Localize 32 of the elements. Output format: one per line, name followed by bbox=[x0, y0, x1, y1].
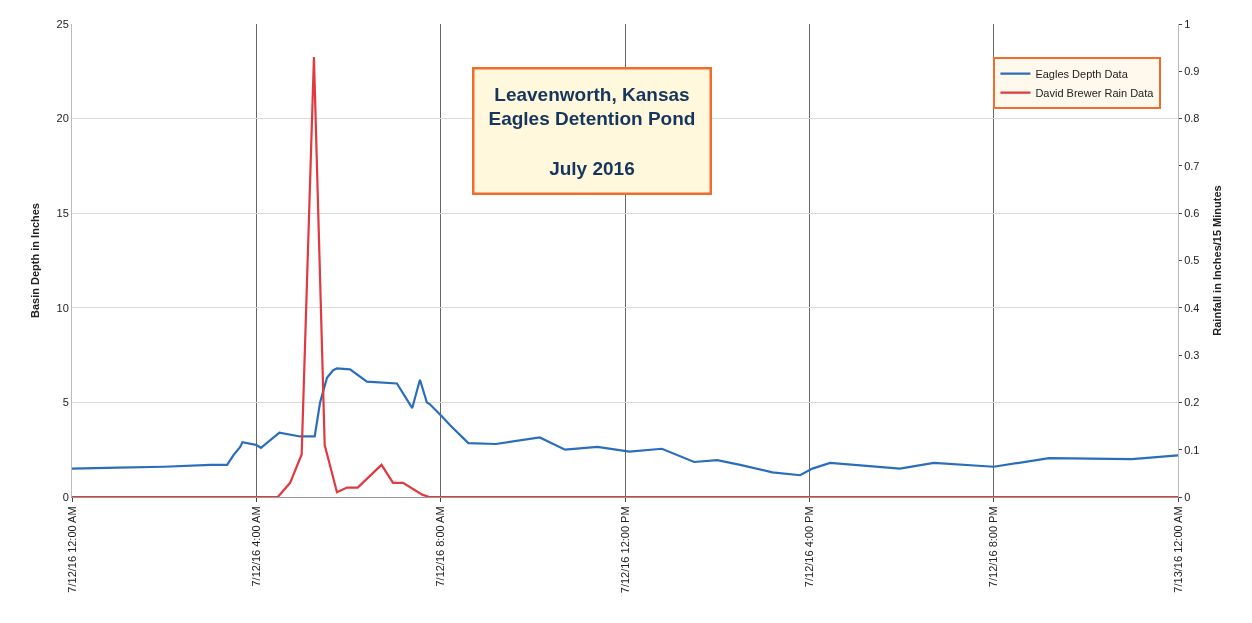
y-tick-label: 25 bbox=[56, 17, 69, 30]
legend-label: Eagles Depth Data bbox=[1035, 67, 1129, 80]
y2-tick-label: 0.6 bbox=[1184, 207, 1200, 220]
text: July 2016 bbox=[549, 157, 635, 179]
y2-tick-label: 0 bbox=[1184, 490, 1191, 503]
y2-tick-label: 0.5 bbox=[1184, 254, 1200, 267]
y-tick-label: 0 bbox=[62, 490, 69, 503]
x-tick-label: 7/12/16 4:00 AM bbox=[249, 506, 262, 587]
y-tick-label: 5 bbox=[62, 396, 69, 409]
x-tick-label: 7/12/16 12:00 PM bbox=[618, 506, 631, 594]
x-tick-label: 7/13/16 12:00 AM bbox=[1171, 506, 1184, 593]
x-tick-label: 7/12/16 8:00 AM bbox=[434, 506, 447, 587]
x-tick-label: 7/12/16 12:00 AM bbox=[65, 506, 78, 593]
y-tick-label: 15 bbox=[56, 207, 69, 220]
y2-tick-label: 0.4 bbox=[1184, 301, 1200, 314]
text: Leavenworth, Kansas Eagles Detention Pond bbox=[488, 83, 696, 130]
y-tick-label: 20 bbox=[56, 112, 69, 125]
x-tick-label: 7/12/16 4:00 PM bbox=[802, 506, 815, 588]
line-series bbox=[72, 56, 1178, 497]
y2-tick-label: 0.1 bbox=[1184, 443, 1200, 456]
line-series bbox=[72, 367, 1178, 477]
y2-tick-label: 0.9 bbox=[1184, 65, 1200, 78]
y2-axis-title: Rainfall in Inches/15 Minutes bbox=[1210, 185, 1223, 336]
y2-tick-label: 0.7 bbox=[1184, 159, 1200, 172]
y2-tick-label: 0.3 bbox=[1184, 348, 1200, 361]
y-axis-title: Basin Depth in Inches bbox=[29, 203, 42, 318]
y-tick-label: 10 bbox=[56, 301, 69, 314]
legend-label: David Brewer Rain Data bbox=[1035, 86, 1155, 99]
y2-tick-label: 0.2 bbox=[1184, 396, 1200, 409]
x-tick-label: 7/12/16 8:00 PM bbox=[987, 506, 1000, 588]
y2-tick-label: 1 bbox=[1184, 17, 1191, 30]
y2-tick-label: 0.8 bbox=[1184, 112, 1200, 125]
